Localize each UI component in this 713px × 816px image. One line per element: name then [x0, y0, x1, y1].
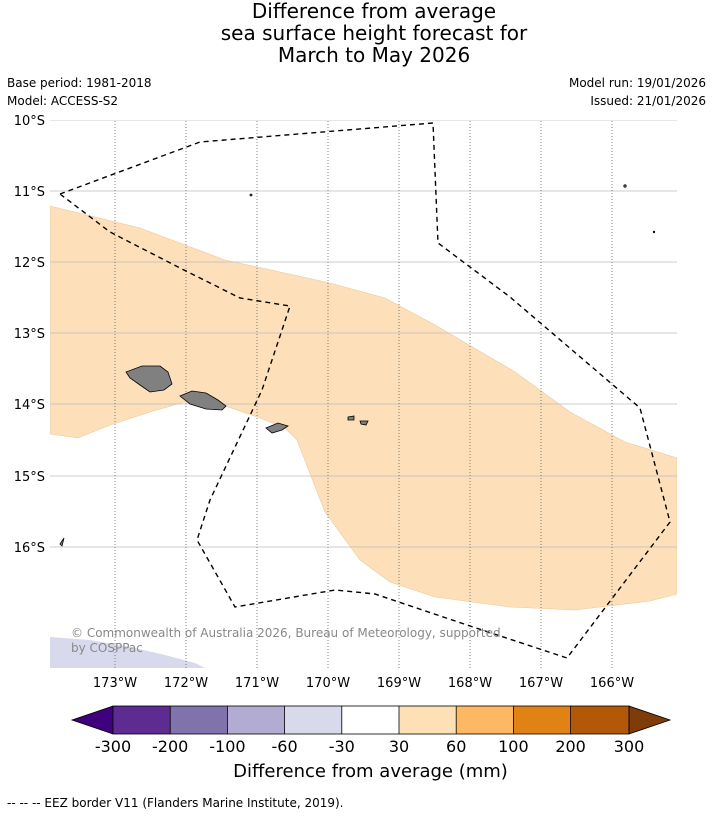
colorbar-frame — [112, 705, 630, 735]
lon-label: 172°W — [164, 676, 208, 691]
upolu-island — [179, 390, 227, 411]
colorbar-bin — [456, 706, 514, 734]
lat-label: 15°S — [14, 470, 45, 485]
eez-footnote: -- -- -- EEZ border V11 (Flanders Marine… — [7, 796, 344, 810]
colorbar-bin — [341, 706, 399, 734]
tau-island — [359, 420, 369, 426]
colorbar-bin — [284, 706, 342, 734]
colorbar-tick: 30 — [389, 737, 409, 756]
colorbar-arrow-low — [70, 705, 114, 735]
lon-axis: 173°W 172°W 171°W 170°W 169°W 168°W 167°… — [93, 676, 634, 691]
colorbar-bin — [513, 706, 571, 734]
colorbar-tick: 200 — [555, 737, 586, 756]
meta-left: Base period: 1981-2018 Model: ACCESS-S2 — [7, 74, 152, 110]
colorbar-tick: 60 — [446, 737, 466, 756]
colorbar-bin — [570, 706, 629, 734]
issued-date: Issued: 21/01/2026 — [590, 94, 706, 108]
colorbar-bin — [227, 706, 285, 734]
colorbar-arrow-high — [628, 705, 672, 735]
base-period: Base period: 1981-2018 — [7, 76, 152, 90]
tutuila-island — [265, 422, 289, 434]
title-line-3: March to May 2026 — [277, 43, 471, 67]
lat-axis: 10°S 11°S 12°S 13°S 14°S 15°S 16°S — [14, 114, 45, 556]
lat-label: 10°S — [14, 114, 45, 129]
colorbar: -300 -200 -100 -60 -30 30 60 100 200 300 — [70, 705, 672, 756]
swains-island — [249, 193, 253, 197]
lon-label: 171°W — [235, 676, 279, 691]
anomaly-band-30-60 — [50, 205, 677, 611]
lon-label: 168°W — [448, 676, 492, 691]
colorbar-label: Difference from average (mm) — [233, 761, 508, 782]
lat-label: 14°S — [14, 398, 45, 413]
map-title: Difference from average sea surface heig… — [0, 0, 713, 66]
copyright-notice: © Commonwealth of Australia 2026, Bureau… — [71, 626, 501, 655]
small-islet-e — [652, 230, 656, 234]
title-line-1: Difference from average — [251, 0, 497, 23]
lat-label: 12°S — [14, 256, 45, 271]
lon-label: 173°W — [93, 676, 137, 691]
colorbar-tick: -200 — [152, 737, 188, 756]
anomaly-band-neg30-neg60 — [50, 637, 205, 668]
lat-label: 11°S — [14, 185, 45, 200]
meta-right: Model run: 19/01/2026 Issued: 21/01/2026 — [569, 74, 706, 110]
colorbar-tick: -60 — [272, 737, 298, 756]
colorbar-tick: -300 — [95, 737, 131, 756]
lon-label: 166°W — [590, 676, 634, 691]
colorbar-tick: -30 — [329, 737, 355, 756]
model-name: Model: ACCESS-S2 — [7, 94, 119, 108]
colorbar-tick: 100 — [498, 737, 529, 756]
colorbar-tick: 300 — [614, 737, 645, 756]
colorbar-tick: -100 — [209, 737, 245, 756]
lon-label: 170°W — [306, 676, 350, 691]
map-area — [50, 120, 677, 668]
gridlines — [50, 120, 677, 548]
lat-label: 16°S — [14, 541, 45, 556]
colorbar-bin — [399, 706, 457, 734]
savaii-island — [125, 365, 173, 393]
lat-label: 13°S — [14, 327, 45, 342]
islands — [59, 184, 656, 547]
ofu-island — [347, 415, 355, 421]
title-line-2: sea surface height forecast for — [220, 21, 528, 45]
eez-border — [58, 122, 671, 659]
colorbar-bin — [170, 706, 228, 734]
colorbar-bin — [113, 706, 171, 734]
lon-label: 167°W — [519, 676, 563, 691]
small-islet-sw — [59, 537, 65, 547]
small-islet-ne — [623, 184, 627, 188]
model-run: Model run: 19/01/2026 — [568, 76, 706, 90]
lon-label: 169°W — [377, 676, 421, 691]
